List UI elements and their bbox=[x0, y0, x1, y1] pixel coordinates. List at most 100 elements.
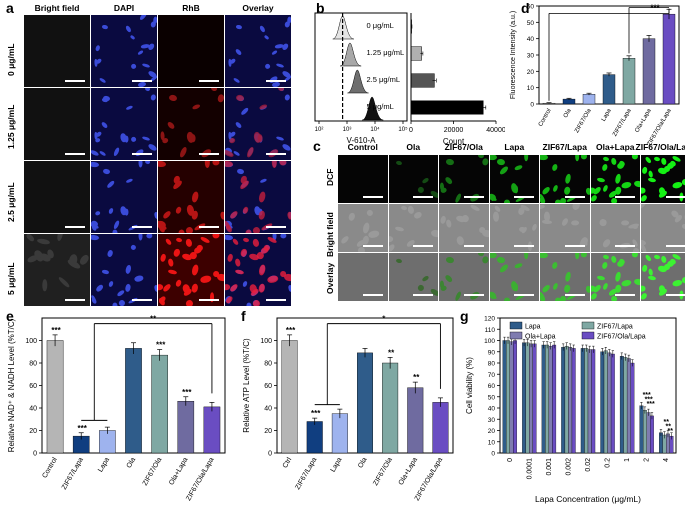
cell-mark bbox=[101, 269, 110, 275]
cell-mark bbox=[446, 256, 455, 264]
bar bbox=[623, 357, 628, 454]
y-tick-label: 0 bbox=[530, 102, 534, 109]
cell-mark bbox=[645, 156, 653, 164]
cell-mark bbox=[550, 261, 559, 271]
bar bbox=[382, 362, 399, 454]
y-tick-label: 0 bbox=[33, 451, 37, 458]
cell-mark bbox=[236, 168, 244, 175]
bar bbox=[532, 343, 537, 454]
scale-bar bbox=[413, 245, 433, 247]
x-tick-label: 20000 bbox=[444, 127, 464, 134]
cell-mark bbox=[631, 223, 639, 230]
cell-mark bbox=[571, 204, 581, 211]
bar bbox=[525, 342, 530, 454]
cell-mark bbox=[164, 237, 173, 246]
cell-mark bbox=[159, 253, 167, 263]
bar bbox=[650, 415, 654, 454]
cell-mark bbox=[143, 88, 151, 93]
cell-mark bbox=[518, 226, 526, 233]
cell-mark bbox=[174, 206, 182, 215]
col-header-3: Overlay bbox=[242, 3, 274, 13]
x-category-label: 4 bbox=[663, 458, 670, 462]
significance-label: *** bbox=[311, 409, 321, 418]
y-tick-label: 40 bbox=[264, 406, 272, 413]
cell-mark bbox=[167, 258, 175, 268]
x-category-label: ZIF67/Ola/Lapa bbox=[414, 456, 444, 502]
bar bbox=[587, 349, 592, 454]
x-category-label: 0.0001 bbox=[526, 458, 533, 480]
cell-mark bbox=[614, 173, 623, 184]
x-tick-label: 10³ bbox=[343, 127, 352, 133]
scale-bar bbox=[463, 245, 484, 247]
bar bbox=[607, 352, 612, 454]
histogram-frame bbox=[314, 12, 408, 122]
micrograph-tile bbox=[24, 234, 90, 306]
cell-mark bbox=[439, 215, 447, 225]
cell-mark bbox=[251, 225, 262, 233]
cell-mark bbox=[444, 175, 454, 185]
cell-mark bbox=[509, 182, 518, 194]
micrograph-tile bbox=[158, 161, 224, 233]
histogram-label: 1.25 μg/mL bbox=[367, 48, 405, 57]
x-category-label: ZIF67/Ola bbox=[372, 456, 394, 487]
bar bbox=[357, 352, 373, 454]
cell-mark bbox=[158, 161, 167, 169]
cell-mark bbox=[645, 254, 653, 262]
x-category-label: ZIF67/Lapa bbox=[612, 107, 633, 137]
histogram-label: 0 μg/mL bbox=[367, 21, 394, 30]
legend-label: Ola+Lapa bbox=[525, 334, 556, 341]
cell-mark bbox=[178, 228, 186, 233]
cell-mark bbox=[498, 165, 510, 176]
cell-mark bbox=[266, 235, 279, 245]
micrograph-tile bbox=[540, 155, 590, 203]
scale-bar bbox=[132, 80, 152, 82]
significance-label: ** bbox=[150, 314, 157, 323]
row-header-0: 0 μg/mL bbox=[6, 43, 16, 76]
micrograph-tile bbox=[489, 155, 539, 203]
cell-mark bbox=[615, 161, 625, 171]
x-category-label: 0.001 bbox=[546, 458, 553, 476]
cell-mark bbox=[610, 157, 617, 166]
scale-bar bbox=[199, 153, 219, 155]
col-header-3: Lapa bbox=[504, 142, 525, 152]
scale-bar bbox=[266, 80, 286, 82]
cell-mark bbox=[621, 219, 630, 226]
cell-mark bbox=[25, 234, 35, 242]
cell-mark bbox=[287, 284, 291, 292]
row-header-0: DCF bbox=[325, 168, 335, 187]
scale-bar bbox=[362, 196, 383, 198]
cell-mark bbox=[601, 261, 609, 271]
cell-mark bbox=[125, 104, 134, 110]
cell-mark bbox=[540, 204, 546, 210]
bar bbox=[662, 13, 676, 105]
bar bbox=[602, 74, 616, 105]
cell-mark bbox=[225, 294, 234, 305]
x-category-label: Lapa bbox=[330, 456, 344, 473]
legend-label: ZIF67/Lapa bbox=[597, 324, 633, 331]
cell-mark bbox=[550, 163, 559, 173]
cell-mark bbox=[259, 177, 268, 183]
cell-mark bbox=[440, 284, 448, 292]
y-tick-label: 20 bbox=[29, 428, 37, 435]
cell-mark bbox=[498, 263, 510, 274]
cell-mark bbox=[504, 297, 511, 301]
micrograph-tile bbox=[590, 155, 640, 203]
cell-mark bbox=[388, 242, 397, 252]
cell-mark bbox=[242, 237, 250, 244]
cell-mark bbox=[119, 132, 128, 143]
significance-label: *** bbox=[645, 396, 653, 403]
cell-mark bbox=[430, 228, 438, 238]
y-tick-label: 70 bbox=[488, 372, 496, 379]
cell-mark bbox=[429, 287, 438, 298]
cell-mark bbox=[226, 253, 234, 263]
cell-mark bbox=[242, 280, 249, 288]
panel-e-label: e bbox=[6, 308, 14, 324]
legend-label: Lapa bbox=[525, 324, 541, 331]
cell-mark bbox=[632, 277, 640, 287]
cell-mark bbox=[339, 234, 350, 246]
cell-mark bbox=[116, 288, 126, 297]
cell-mark bbox=[653, 254, 661, 260]
panel-g-viability-chart: 0 10 20 30 40 50 60 70 80 90 100 110 120 0 0.0001 0.001… bbox=[465, 316, 677, 504]
cell-mark bbox=[95, 45, 101, 52]
cell-mark bbox=[482, 157, 489, 166]
